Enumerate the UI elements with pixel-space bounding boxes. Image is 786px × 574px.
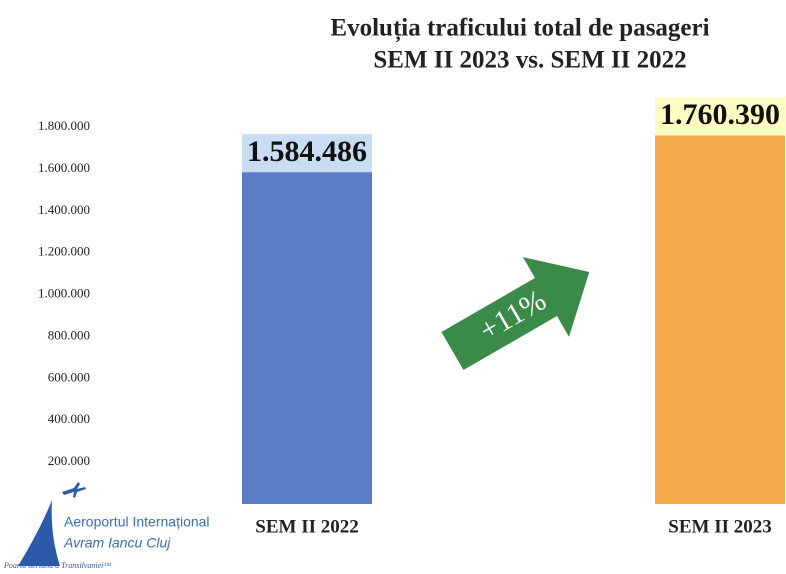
y-tick-label: 600.000: [48, 369, 90, 384]
chart-subtitle: SEM II 2023 vs. SEM II 2022: [373, 47, 686, 74]
arrow-shape: [441, 257, 590, 371]
value-label: 1.760.390: [660, 98, 780, 131]
chart-title: Evoluția traficului total de pasageri: [330, 15, 709, 43]
logo-tagline: Poarta aeriană a Transilvaniei™: [3, 561, 111, 570]
bar: [242, 172, 372, 504]
bar: [655, 135, 785, 505]
value-label: 1.584.486: [247, 135, 367, 168]
logo-line1: Aeroportul Internațional: [64, 514, 210, 530]
y-tick-label: 1.200.000: [38, 244, 90, 259]
y-tick-label: 1.600.000: [38, 160, 90, 175]
x-tick-label: SEM II 2023: [668, 516, 771, 537]
logo-tower: [18, 500, 60, 566]
y-tick-label: 400.000: [48, 411, 90, 426]
logo-plane: [62, 482, 86, 498]
growth-arrow: +11%: [441, 257, 590, 371]
y-tick-label: 200.000: [48, 453, 90, 468]
value-label-bg: [655, 97, 785, 136]
y-tick-label: 1.000.000: [38, 286, 90, 301]
value-label-bg: [242, 134, 372, 173]
y-tick-label: 800.000: [48, 327, 90, 342]
y-tick-label: 1.400.000: [38, 202, 90, 217]
y-tick-label: 1.800.000: [38, 118, 90, 133]
logo-line2: Avram Iancu Cluj: [63, 535, 171, 551]
x-tick-label: SEM II 2022: [255, 516, 358, 537]
logo: Aeroportul Internațional Avram Iancu Clu…: [3, 482, 210, 570]
